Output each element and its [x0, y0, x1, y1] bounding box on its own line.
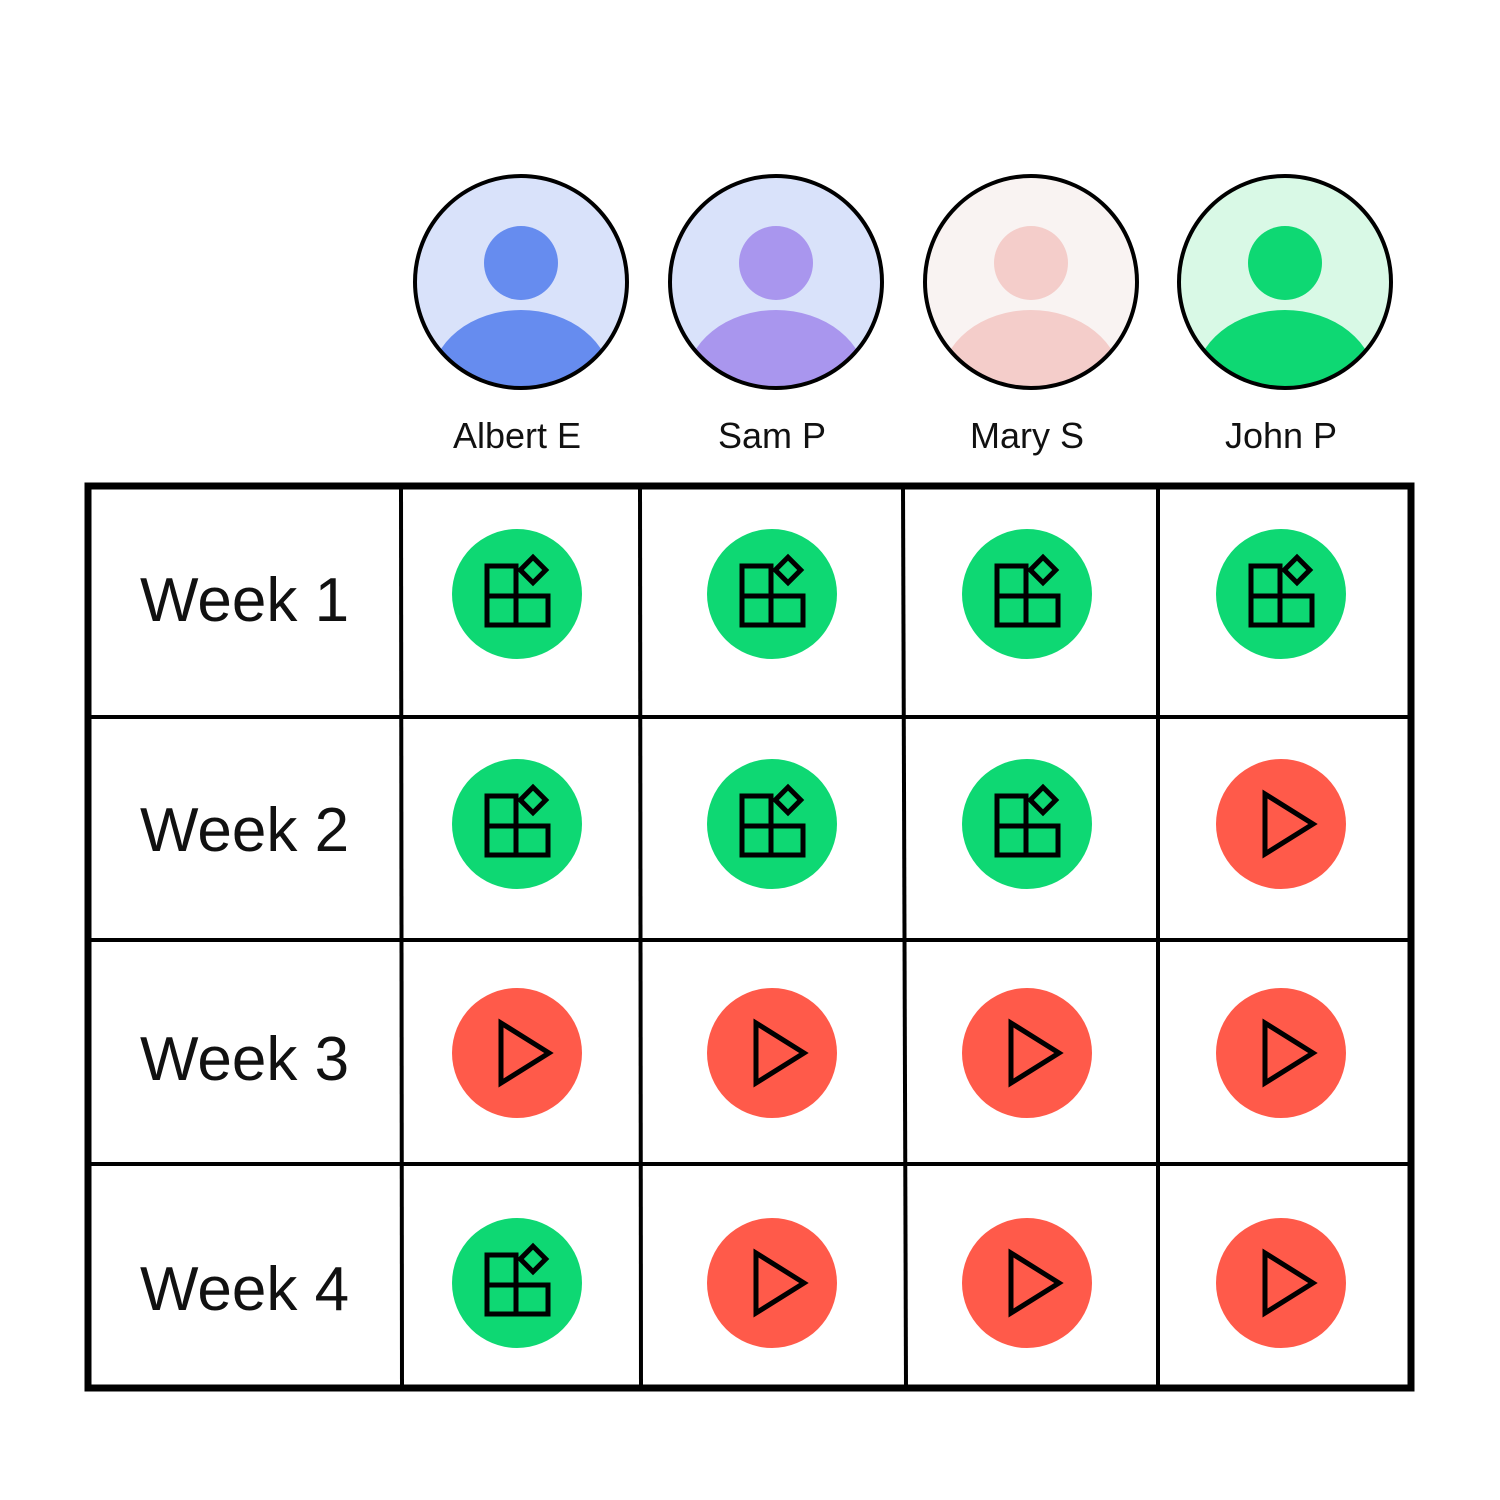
person-name: Albert E [453, 415, 581, 456]
play-icon [1262, 789, 1318, 859]
status-badge [707, 1218, 837, 1348]
status-cell-apps[interactable] [452, 759, 582, 889]
status-cell-apps[interactable] [707, 759, 837, 889]
week-label: Week 4 [140, 1255, 349, 1324]
play-icon [1262, 1018, 1318, 1088]
apps-icon [994, 783, 1061, 858]
status-badge [962, 988, 1092, 1118]
play-icon [1008, 1248, 1064, 1318]
column-divider [638, 485, 643, 1389]
apps-icon [739, 553, 806, 628]
status-cell-apps[interactable] [1216, 529, 1346, 659]
status-badge [707, 988, 837, 1118]
grid-lines [84, 482, 1415, 1392]
week-label: Week 1 [140, 566, 349, 635]
week-label: Week 3 [140, 1025, 349, 1094]
status-cell-apps[interactable] [962, 529, 1092, 659]
apps-icon [994, 553, 1061, 628]
person-icon [431, 226, 611, 388]
status-cell-play[interactable] [707, 1218, 837, 1348]
status-cell-play[interactable] [707, 988, 837, 1118]
play-icon [1262, 1248, 1318, 1318]
play-icon [753, 1018, 809, 1088]
column-divider [399, 485, 404, 1389]
status-badge [1216, 759, 1346, 889]
play-icon [1008, 1018, 1064, 1088]
grid-border [84, 482, 1415, 1392]
person-icon [686, 226, 866, 388]
status-cell-play[interactable] [1216, 988, 1346, 1118]
apps-icon [484, 553, 551, 628]
status-cell-play[interactable] [1216, 759, 1346, 889]
status-cell-apps[interactable] [452, 529, 582, 659]
avatar: Mary S [923, 174, 1139, 456]
apps-icon [484, 783, 551, 858]
play-icon [498, 1018, 554, 1088]
status-badge [452, 988, 582, 1118]
status-badge [1216, 1218, 1346, 1348]
status-cell-play[interactable] [1216, 1218, 1346, 1348]
person-icon [941, 226, 1121, 388]
status-cell-apps[interactable] [452, 1218, 582, 1348]
column-divider [901, 485, 908, 1389]
status-cell-play[interactable] [962, 1218, 1092, 1348]
status-cell-play[interactable] [452, 988, 582, 1118]
person-name: Mary S [970, 415, 1084, 456]
avatar: John P [1177, 174, 1393, 456]
status-badge [962, 1218, 1092, 1348]
person-icon [1195, 226, 1375, 388]
person-name: Sam P [718, 415, 826, 456]
apps-icon [739, 783, 806, 858]
status-cell-play[interactable] [962, 988, 1092, 1118]
person-name: John P [1225, 415, 1337, 456]
week-label: Week 2 [140, 796, 349, 865]
status-badge [1216, 988, 1346, 1118]
status-cell-apps[interactable] [962, 759, 1092, 889]
avatar: Sam P [668, 174, 884, 456]
apps-icon [484, 1242, 551, 1317]
status-cell-apps[interactable] [707, 529, 837, 659]
apps-icon [1248, 553, 1315, 628]
play-icon [753, 1248, 809, 1318]
avatar: Albert E [413, 174, 629, 456]
